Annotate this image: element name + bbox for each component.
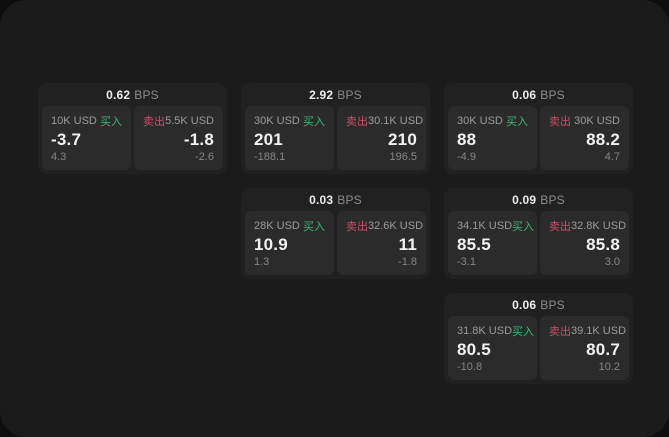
bps-quote-card: 0.62 BPS 10K USD 买入 -3.7 4.3 卖出 5.5K USD…: [38, 83, 227, 174]
buy-change: 4.3: [51, 151, 67, 163]
bps-quote-card: 0.06 BPS 31.8K USD 买入 80.5 -10.8 卖出 39.1…: [444, 293, 633, 384]
sell-amount: 32.8K USD: [571, 220, 627, 232]
buy-side-label: 买入: [303, 221, 325, 233]
buy-price: -3.7: [51, 129, 82, 149]
quote-panels: 30K USD 买入 201 -188.1 卖出 30.1K USD 210 1…: [241, 106, 430, 174]
buy-price: 201: [254, 129, 283, 149]
sell-side-label: 卖出: [549, 221, 571, 233]
buy-change: -3.1: [457, 256, 476, 268]
quote-panels: 30K USD 买入 88 -4.9 卖出 30K USD 88.2 4.7: [444, 106, 633, 174]
sell-amount: 30K USD: [574, 115, 620, 127]
buy-side-label: 买入: [512, 326, 535, 338]
sell-price: 85.8: [586, 234, 620, 254]
buy-side-label: 买入: [303, 116, 325, 128]
buy-price: 85.5: [457, 234, 491, 254]
buy-change: -10.8: [457, 361, 483, 373]
sell-side-label: 卖出: [346, 116, 368, 128]
sell-change: 4.7: [604, 151, 620, 163]
buy-panel[interactable]: 28K USD 买入 10.9 1.3: [245, 211, 334, 275]
quote-panels: 34.1K USD 买入 85.5 -3.1 卖出 32.8K USD 85.8…: [444, 211, 633, 279]
sell-price: 80.7: [586, 339, 620, 359]
sell-side-label: 卖出: [143, 116, 165, 128]
bps-value: 0.03: [309, 192, 334, 207]
bps-unit-label: BPS: [540, 297, 565, 312]
buy-amount: 28K USD: [254, 220, 300, 232]
buy-amount: 30K USD: [457, 115, 503, 127]
sell-change: 10.2: [598, 361, 620, 373]
sell-price: 11: [398, 234, 417, 254]
sell-panel[interactable]: 卖出 39.1K USD 80.7 10.2: [540, 316, 629, 380]
card-header: 2.92 BPS: [241, 83, 430, 106]
sell-change: -2.6: [195, 151, 214, 163]
bps-unit-label: BPS: [337, 192, 362, 207]
bps-value: 0.06: [512, 297, 537, 312]
sell-panel[interactable]: 卖出 32.6K USD 11 -1.8: [337, 211, 426, 275]
sell-side-label: 卖出: [549, 326, 571, 338]
sell-amount: 39.1K USD: [571, 325, 627, 337]
quote-card-grid: 0.62 BPS 10K USD 买入 -3.7 4.3 卖出 5.5K USD…: [38, 83, 633, 384]
quote-panels: 28K USD 买入 10.9 1.3 卖出 32.6K USD 11 -1.8: [241, 211, 430, 279]
buy-panel[interactable]: 30K USD 买入 88 -4.9: [448, 106, 537, 170]
buy-side-label: 买入: [512, 221, 535, 233]
buy-amount: 30K USD: [254, 115, 300, 127]
buy-price: 88: [457, 129, 477, 149]
buy-amount: 10K USD: [51, 115, 97, 127]
sell-price: -1.8: [183, 129, 214, 149]
quote-panels: 31.8K USD 买入 80.5 -10.8 卖出 39.1K USD 80.…: [444, 316, 633, 384]
buy-panel[interactable]: 34.1K USD 买入 85.5 -3.1: [448, 211, 537, 275]
bps-value: 0.09: [512, 192, 537, 207]
buy-side-label: 买入: [100, 116, 122, 128]
buy-panel[interactable]: 31.8K USD 买入 80.5 -10.8: [448, 316, 537, 380]
sell-price: 88.2: [586, 129, 620, 149]
sell-panel[interactable]: 卖出 30.1K USD 210 196.5: [337, 106, 426, 170]
card-header: 0.09 BPS: [444, 188, 633, 211]
buy-change: 1.3: [254, 256, 270, 268]
sell-panel[interactable]: 卖出 30K USD 88.2 4.7: [540, 106, 629, 170]
buy-panel[interactable]: 30K USD 买入 201 -188.1: [245, 106, 334, 170]
card-header: 0.03 BPS: [241, 188, 430, 211]
buy-amount: 31.8K USD: [457, 325, 513, 337]
card-header: 0.62 BPS: [38, 83, 227, 106]
bps-value: 0.06: [512, 87, 537, 102]
buy-panel[interactable]: 10K USD 买入 -3.7 4.3: [42, 106, 131, 170]
sell-side-label: 卖出: [346, 221, 368, 233]
card-header: 0.06 BPS: [444, 293, 633, 316]
buy-price: 10.9: [254, 234, 288, 254]
bps-quote-card: 0.03 BPS 28K USD 买入 10.9 1.3 卖出 32.6K US…: [241, 188, 430, 279]
bps-value: 0.62: [106, 87, 131, 102]
buy-amount: 34.1K USD: [457, 220, 513, 232]
buy-side-label: 买入: [506, 116, 528, 128]
bps-unit-label: BPS: [540, 87, 565, 102]
bps-unit-label: BPS: [337, 87, 362, 102]
sell-panel[interactable]: 卖出 32.8K USD 85.8 3.0: [540, 211, 629, 275]
buy-change: -188.1: [254, 151, 286, 163]
card-header: 0.06 BPS: [444, 83, 633, 106]
buy-price: 80.5: [457, 339, 491, 359]
sell-change: 196.5: [389, 151, 417, 163]
bps-quote-card: 0.09 BPS 34.1K USD 买入 85.5 -3.1 卖出 32.8K…: [444, 188, 633, 279]
sell-price: 210: [388, 129, 417, 149]
bps-unit-label: BPS: [134, 87, 159, 102]
bps-value: 2.92: [309, 87, 334, 102]
sell-change: -1.8: [398, 256, 417, 268]
bps-unit-label: BPS: [540, 192, 565, 207]
sell-amount: 5.5K USD: [165, 115, 214, 127]
quote-panels: 10K USD 买入 -3.7 4.3 卖出 5.5K USD -1.8 -2.…: [38, 106, 227, 174]
bps-quote-card: 2.92 BPS 30K USD 买入 201 -188.1 卖出 30.1K …: [241, 83, 430, 174]
sell-change: 3.0: [604, 256, 620, 268]
sell-side-label: 卖出: [549, 116, 571, 128]
bps-quote-card: 0.06 BPS 30K USD 买入 88 -4.9 卖出 30K USD 8…: [444, 83, 633, 174]
sell-panel[interactable]: 卖出 5.5K USD -1.8 -2.6: [134, 106, 223, 170]
sell-amount: 30.1K USD: [368, 115, 424, 127]
buy-change: -4.9: [457, 151, 476, 163]
sell-amount: 32.6K USD: [368, 220, 424, 232]
